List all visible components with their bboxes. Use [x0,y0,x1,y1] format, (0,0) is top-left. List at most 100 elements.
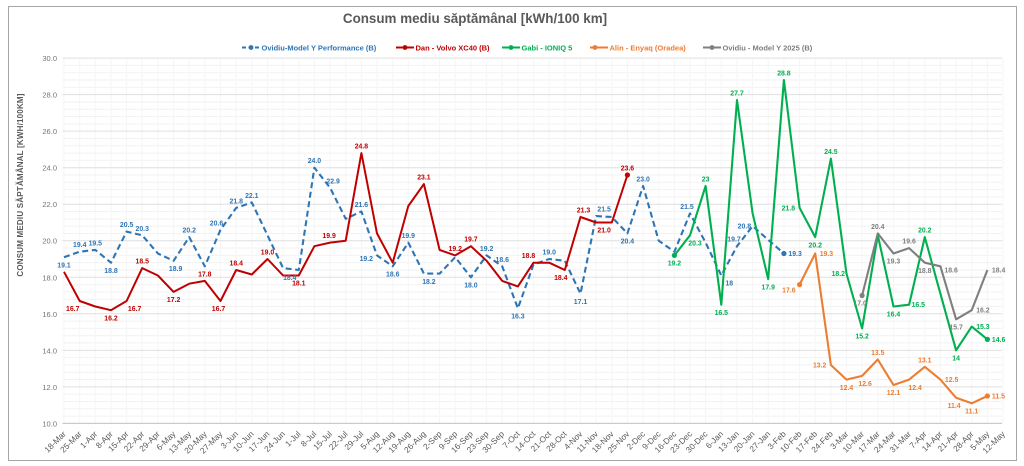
svg-text:20.3: 20.3 [135,226,149,233]
svg-text:17.9: 17.9 [761,284,775,291]
svg-text:17.0: 17.0 [853,301,867,308]
svg-text:11.4: 11.4 [948,403,961,410]
svg-text:11.1: 11.1 [965,409,978,416]
svg-text:18.0: 18.0 [464,283,478,290]
svg-text:18.8: 18.8 [522,253,536,260]
svg-text:17.2: 17.2 [167,297,181,304]
svg-text:16.7: 16.7 [66,306,80,313]
svg-text:Alin - Enyaq (Oradea): Alin - Enyaq (Oradea) [610,44,687,53]
svg-text:24.0: 24.0 [42,164,57,173]
svg-text:19.5: 19.5 [89,240,103,247]
svg-text:CONSUM MEDIU SĂPTĂMÂNAL [KWH/1: CONSUM MEDIU SĂPTĂMÂNAL [KWH/100KM] [16,93,25,276]
svg-text:15.3: 15.3 [976,324,990,331]
svg-text:18.2: 18.2 [422,279,436,286]
svg-text:12.1: 12.1 [887,390,901,397]
svg-text:19.3: 19.3 [887,259,901,266]
svg-text:26.0: 26.0 [42,127,57,136]
svg-text:18.4: 18.4 [283,275,297,282]
svg-text:19.1: 19.1 [57,262,71,269]
svg-text:20.2: 20.2 [808,242,822,249]
svg-text:20.5: 20.5 [120,222,134,229]
svg-text:21.6: 21.6 [355,202,369,209]
svg-text:10.0: 10.0 [42,419,57,428]
svg-text:18.9: 18.9 [169,266,183,273]
svg-text:23.6: 23.6 [621,166,635,173]
svg-text:18.8: 18.8 [104,268,118,275]
svg-text:12.4: 12.4 [840,385,854,392]
svg-text:20.4: 20.4 [621,239,635,246]
svg-text:19.6: 19.6 [902,239,916,246]
svg-text:18.6: 18.6 [944,267,958,274]
svg-text:18.6: 18.6 [495,257,509,264]
svg-text:20.3: 20.3 [688,241,702,248]
svg-text:19.3: 19.3 [788,251,802,258]
svg-text:12.5: 12.5 [945,377,959,384]
svg-text:19.2: 19.2 [480,246,494,253]
svg-text:20.0: 20.0 [42,237,57,246]
svg-text:18.2: 18.2 [832,271,846,278]
svg-text:21.8: 21.8 [229,198,243,205]
svg-text:28.8: 28.8 [777,71,791,78]
svg-text:18.4: 18.4 [229,261,243,268]
svg-text:30.0: 30.0 [42,54,57,63]
svg-text:14.0: 14.0 [42,346,57,355]
svg-text:16.7: 16.7 [212,306,226,313]
svg-text:12.6: 12.6 [858,381,872,388]
svg-text:22.9: 22.9 [326,178,340,185]
svg-text:16.2: 16.2 [104,315,118,322]
svg-text:Ovidiu-Model Y Performance (B): Ovidiu-Model Y Performance (B) [262,44,377,53]
svg-text:20.4: 20.4 [871,224,885,231]
svg-text:20.8: 20.8 [738,224,752,231]
svg-text:18.0: 18.0 [42,273,57,282]
svg-text:18.4: 18.4 [992,268,1006,275]
svg-text:17.1: 17.1 [574,299,588,306]
svg-text:21.5: 21.5 [680,204,694,211]
svg-text:19.2: 19.2 [448,246,462,253]
svg-text:23: 23 [702,177,710,184]
svg-text:19.7: 19.7 [727,237,741,244]
svg-text:Ovidiu - Model Y 2025 (B): Ovidiu - Model Y 2025 (B) [723,44,813,53]
svg-text:14.6: 14.6 [992,337,1006,344]
svg-text:18: 18 [725,281,733,288]
svg-text:19.2: 19.2 [668,261,682,268]
svg-text:21.0: 21.0 [597,228,611,235]
svg-text:15.7: 15.7 [949,325,963,332]
svg-text:19.9: 19.9 [402,233,416,240]
svg-text:17.8: 17.8 [198,271,212,278]
svg-text:19.0: 19.0 [542,250,556,257]
svg-text:22.1: 22.1 [245,193,259,200]
svg-text:18.5: 18.5 [135,259,149,266]
svg-text:12.0: 12.0 [42,383,57,392]
svg-text:Consum mediu săptămânal [kWh/1: Consum mediu săptămânal [kWh/100 km] [343,11,607,26]
svg-text:18.6: 18.6 [386,272,400,279]
svg-text:14: 14 [952,356,960,363]
svg-text:17.6: 17.6 [782,288,796,295]
svg-text:19.3: 19.3 [820,251,834,258]
svg-text:21.3: 21.3 [577,208,591,215]
svg-text:16.5: 16.5 [715,310,729,317]
svg-text:24.5: 24.5 [824,149,838,156]
svg-text:Gabi - IONIQ 5: Gabi - IONIQ 5 [522,44,573,53]
svg-text:27.7: 27.7 [730,91,744,98]
svg-text:18.8: 18.8 [918,268,932,275]
svg-text:20.2: 20.2 [182,228,196,235]
svg-text:23.0: 23.0 [636,177,650,184]
svg-text:21.8: 21.8 [782,205,796,212]
svg-text:24.8: 24.8 [355,144,369,151]
svg-text:Dan - Volvo XC40 (B): Dan - Volvo XC40 (B) [416,44,491,53]
svg-text:23.1: 23.1 [417,175,431,182]
svg-text:18.1: 18.1 [292,281,306,288]
svg-text:19.2: 19.2 [360,256,374,263]
svg-text:16.0: 16.0 [42,310,57,319]
svg-text:28.0: 28.0 [42,91,57,100]
svg-text:13.2: 13.2 [813,363,827,370]
svg-text:21.5: 21.5 [597,207,611,214]
svg-text:15.2: 15.2 [855,334,869,341]
svg-text:16.7: 16.7 [128,306,142,313]
svg-text:12.4: 12.4 [908,385,922,392]
svg-text:22.0: 22.0 [42,200,57,209]
svg-text:19.7: 19.7 [464,237,478,244]
svg-text:13.1: 13.1 [918,357,932,364]
svg-text:11.5: 11.5 [992,394,1005,401]
svg-text:16.5: 16.5 [912,302,926,309]
